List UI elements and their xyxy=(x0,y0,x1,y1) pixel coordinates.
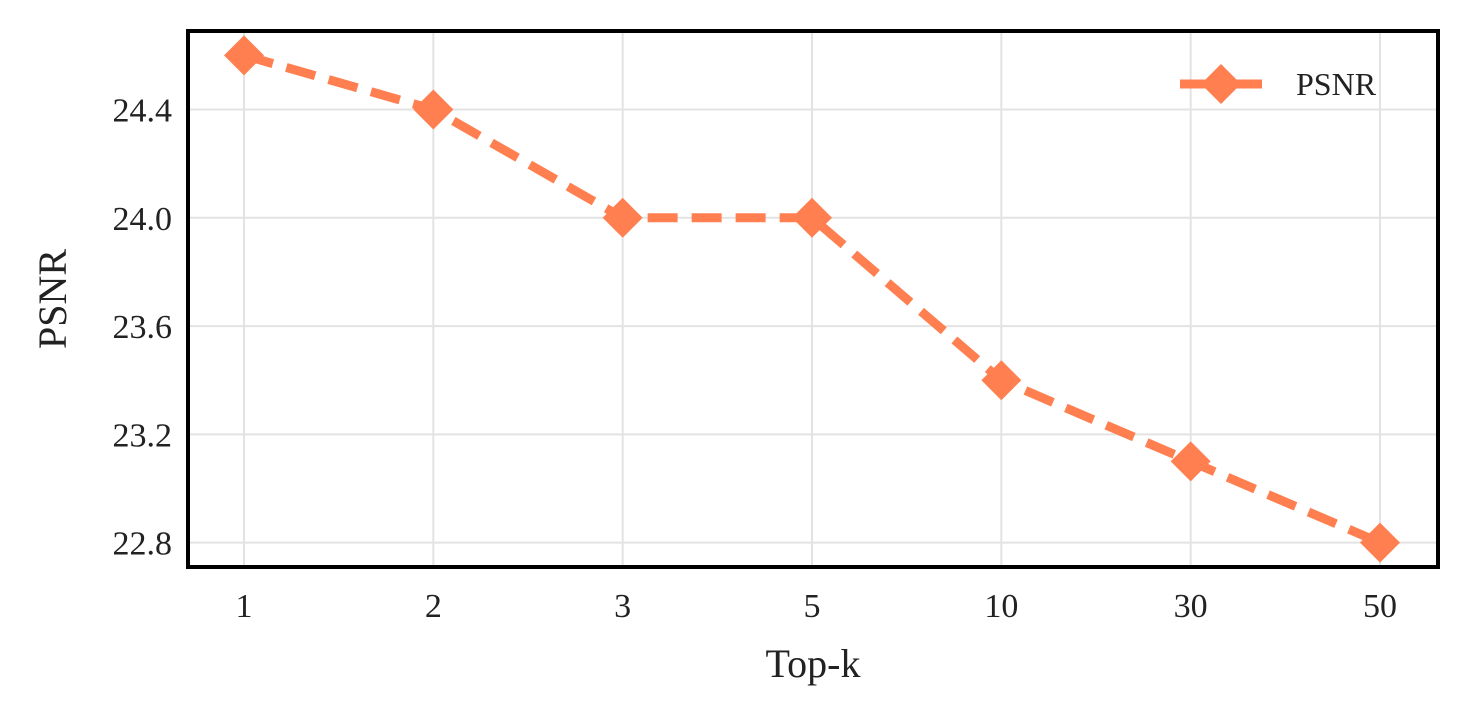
x-tick-label: 30 xyxy=(1174,588,1208,625)
y-tick-label: 24.4 xyxy=(113,93,173,130)
legend-marker-diamond xyxy=(1201,64,1241,104)
x-tick-label: 10 xyxy=(984,588,1018,625)
legend: PSNR xyxy=(1180,64,1377,104)
y-tick-label: 23.2 xyxy=(113,417,173,454)
data-point-marker xyxy=(792,197,832,238)
y-tick-label: 22.8 xyxy=(113,526,173,563)
grid-layer xyxy=(188,31,1438,567)
y-tick-labels: 22.8 23.2 23.6 24.0 24.4 xyxy=(113,93,173,563)
x-tick-label: 5 xyxy=(804,588,821,625)
x-tick-labels: 1 2 3 5 10 30 50 xyxy=(236,588,1398,625)
legend-label: PSNR xyxy=(1296,66,1377,102)
data-point-marker xyxy=(1360,522,1400,563)
y-axis-label: PSNR xyxy=(30,249,75,349)
y-tick-label: 23.6 xyxy=(113,309,173,346)
series-layer xyxy=(224,35,1400,563)
x-tick-label: 2 xyxy=(425,588,442,625)
x-axis-label: Top-k xyxy=(766,641,861,686)
data-point-marker xyxy=(981,360,1022,401)
plot-frame xyxy=(186,29,1440,569)
data-point-marker xyxy=(224,35,264,76)
x-tick-label: 1 xyxy=(236,588,253,625)
x-tick-label: 3 xyxy=(614,588,631,625)
data-point-marker xyxy=(1170,441,1211,482)
data-point-marker xyxy=(602,197,643,238)
y-tick-label: 24.0 xyxy=(113,201,173,238)
x-tick-label: 50 xyxy=(1363,588,1397,625)
data-point-marker xyxy=(413,89,454,130)
